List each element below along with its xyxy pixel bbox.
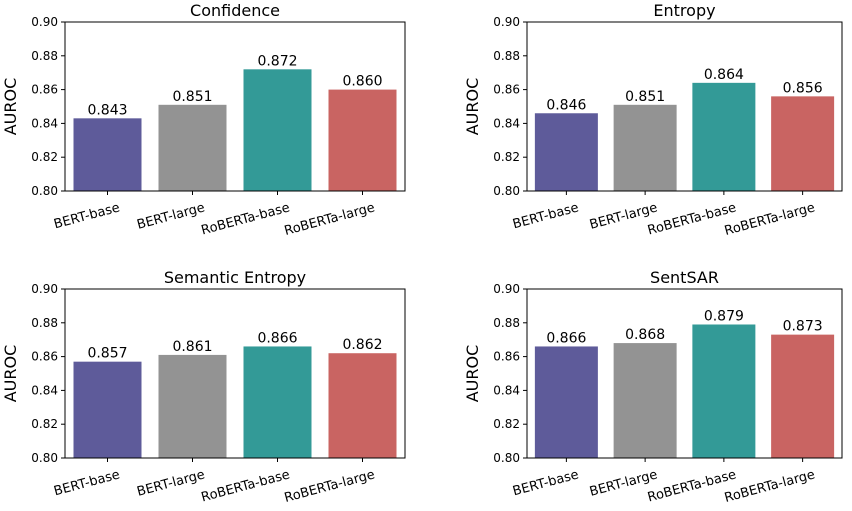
y-tick-label: 0.88 [31, 49, 58, 63]
y-tick-label: 0.80 [493, 184, 520, 198]
y-tick-label: 0.82 [31, 150, 58, 164]
bar-roberta-base [692, 82, 756, 191]
y-tick-label: 0.82 [31, 417, 58, 431]
y-tick-label: 0.84 [31, 383, 58, 397]
bar-roberta-base [692, 324, 756, 458]
y-tick-label: 0.90 [31, 282, 58, 296]
bar-value-label: 0.868 [625, 327, 665, 343]
bar-roberta-large [328, 89, 397, 191]
chart-title: Confidence [190, 1, 280, 20]
bar-value-label: 0.851 [172, 89, 212, 105]
bar-bert-base [534, 113, 598, 191]
bar-value-label: 0.856 [783, 80, 823, 96]
bar-bert-large [613, 104, 677, 191]
bar-roberta-base [243, 346, 312, 458]
plot-frame [526, 288, 843, 459]
bar-value-label: 0.872 [257, 53, 297, 69]
y-tick-label: 0.90 [493, 15, 520, 29]
bar-value-label: 0.866 [257, 330, 297, 346]
y-tick-label: 0.86 [31, 350, 58, 364]
y-tick-label: 0.90 [493, 282, 520, 296]
y-tick-label: 0.86 [31, 83, 58, 97]
bar-value-label: 0.866 [546, 330, 586, 346]
bar-bert-base [534, 346, 598, 458]
bar-bert-base [73, 361, 142, 458]
plot-frame [64, 21, 406, 192]
bar-value-label: 0.879 [704, 308, 744, 324]
y-tick-label: 0.88 [31, 316, 58, 330]
bar-value-label: 0.846 [546, 97, 586, 113]
y-tick-label: 0.84 [493, 383, 520, 397]
bar-bert-large [158, 104, 227, 191]
bar-value-label: 0.873 [783, 319, 823, 335]
y-tick-label: 0.82 [493, 150, 520, 164]
bar-value-label: 0.857 [87, 346, 127, 362]
chart-title: Entropy [653, 1, 715, 20]
bar-value-label: 0.860 [342, 74, 382, 90]
bar-bert-large [158, 354, 227, 458]
y-tick-label: 0.84 [493, 116, 520, 130]
y-tick-label: 0.88 [493, 49, 520, 63]
y-tick-label: 0.80 [31, 451, 58, 465]
bar-bert-base [73, 118, 142, 191]
bar-roberta-large [771, 334, 835, 458]
bar-roberta-large [771, 96, 835, 191]
y-axis-label: AUROC [1, 345, 20, 403]
plot-frame [64, 288, 406, 459]
y-tick-label: 0.82 [493, 417, 520, 431]
y-tick-label: 0.80 [493, 451, 520, 465]
plot-frame [526, 21, 843, 192]
bar-roberta-large [328, 353, 397, 458]
y-tick-label: 0.80 [31, 184, 58, 198]
y-tick-label: 0.86 [493, 350, 520, 364]
bar-value-label: 0.862 [342, 337, 382, 353]
y-tick-label: 0.88 [493, 316, 520, 330]
y-tick-label: 0.86 [493, 83, 520, 97]
chart-title: Semantic Entropy [164, 268, 306, 287]
bar-value-label: 0.864 [704, 67, 744, 83]
y-axis-label: AUROC [463, 345, 482, 403]
bar-bert-large [613, 343, 677, 458]
chart-title: SentSAR [650, 268, 719, 287]
bar-value-label: 0.843 [87, 102, 127, 118]
y-tick-label: 0.90 [31, 15, 58, 29]
bar-value-label: 0.851 [625, 89, 665, 105]
y-axis-label: AUROC [1, 78, 20, 136]
y-axis-label: AUROC [463, 78, 482, 136]
y-tick-label: 0.84 [31, 116, 58, 130]
bar-value-label: 0.861 [172, 339, 212, 355]
bar-roberta-base [243, 69, 312, 191]
